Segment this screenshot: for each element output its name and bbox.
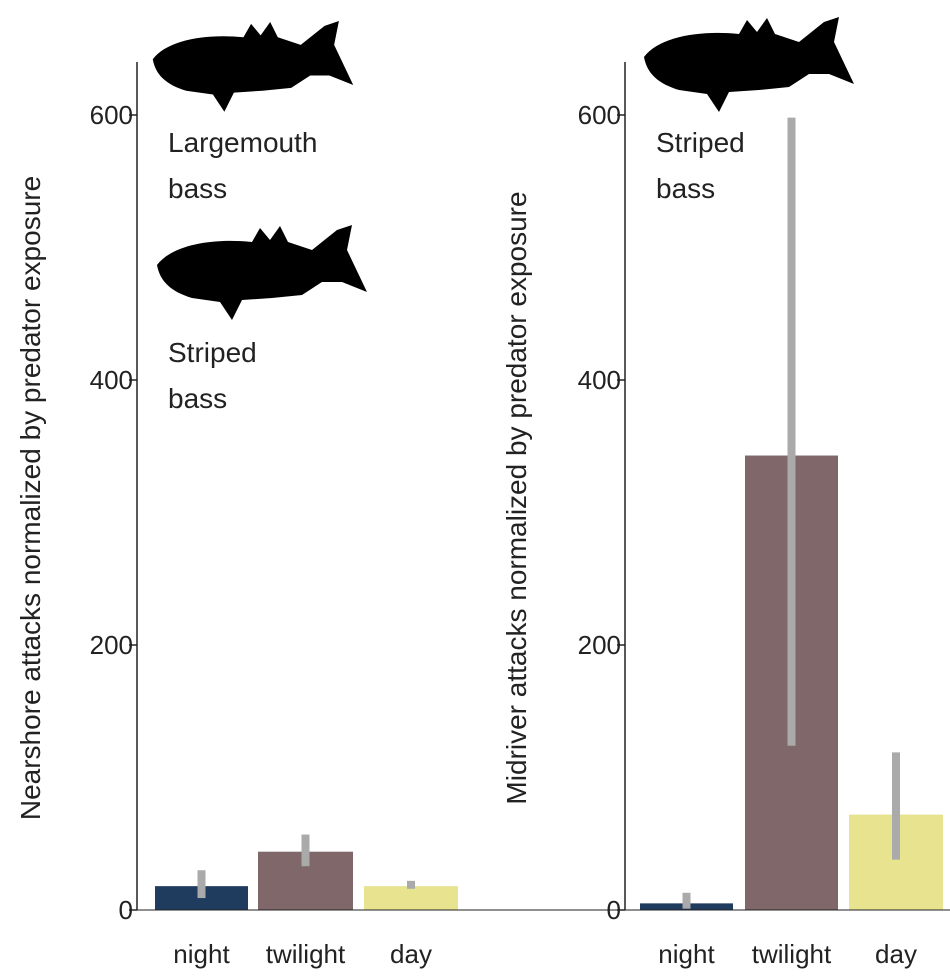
y-axis-label: Midriver attacks normalized by predator … bbox=[501, 191, 532, 804]
annotation: Largemouth bbox=[168, 127, 317, 158]
annotation: bass bbox=[168, 383, 227, 414]
figure: 0 200 400 600 Nearshore attacks normalized b… bbox=[0, 0, 950, 971]
x-tick-label: night bbox=[658, 939, 715, 969]
x-tick-label: day bbox=[875, 939, 917, 969]
bar bbox=[364, 886, 458, 910]
annotation: bass bbox=[168, 173, 227, 204]
y-tick-label: 0 bbox=[607, 895, 621, 925]
y-tick-label: 400 bbox=[578, 365, 621, 395]
x-tick-label: twilight bbox=[752, 939, 832, 969]
annotation: Striped bbox=[656, 127, 745, 158]
y-tick-label: 200 bbox=[578, 630, 621, 660]
annotation: bass bbox=[656, 173, 715, 204]
y-tick-label: 600 bbox=[578, 100, 621, 130]
y-tick-label: 200 bbox=[90, 630, 133, 660]
striped-bass-icon bbox=[157, 225, 367, 320]
x-tick-label: night bbox=[173, 939, 230, 969]
largemouth-bass-icon bbox=[153, 21, 353, 112]
x-tick-label: twilight bbox=[266, 939, 346, 969]
y-tick-label: 600 bbox=[90, 100, 133, 130]
x-tick-label: day bbox=[390, 939, 432, 969]
y-tick-label: 400 bbox=[90, 365, 133, 395]
y-tick-label: 0 bbox=[119, 895, 133, 925]
striped-bass-icon bbox=[644, 17, 854, 112]
y-axis-label: Nearshore attacks normalized by predator… bbox=[15, 176, 46, 820]
annotation: Striped bbox=[168, 337, 257, 368]
